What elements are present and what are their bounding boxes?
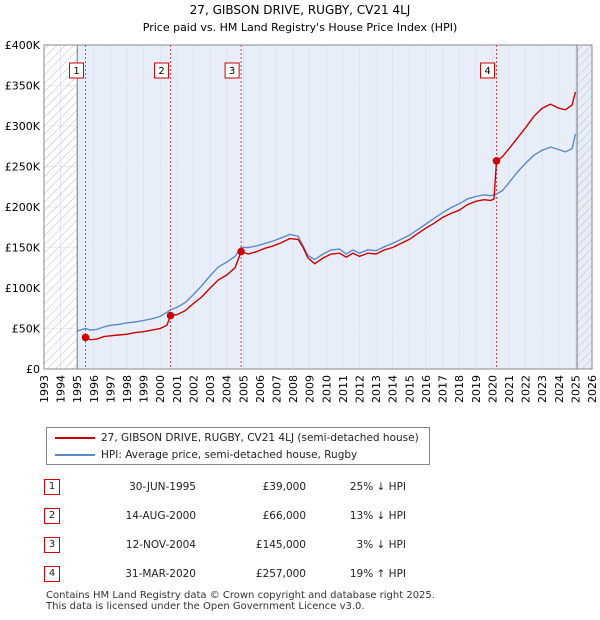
y-tick-label: £250K bbox=[5, 161, 41, 174]
sale-date: 12-NOV-2004 bbox=[125, 538, 196, 551]
y-tick-label: £100K bbox=[5, 282, 41, 295]
x-tick-label: 2002 bbox=[187, 375, 200, 403]
x-tick-label: 2008 bbox=[287, 375, 300, 403]
x-tick-label: 2012 bbox=[354, 375, 367, 403]
sale-marker-label: 1 bbox=[73, 66, 79, 77]
x-tick-label: 2010 bbox=[320, 375, 333, 403]
x-tick-label: 2023 bbox=[536, 375, 549, 403]
x-tick-label: 2000 bbox=[154, 375, 167, 403]
x-tick-label: 2020 bbox=[486, 375, 499, 403]
x-tick-label: 2014 bbox=[387, 375, 400, 403]
hatched-region-before bbox=[44, 45, 78, 369]
price-chart: 27, GIBSON DRIVE, RUGBY, CV21 4LJ Price p… bbox=[5, 3, 599, 403]
sale-marker-box bbox=[69, 62, 85, 79]
x-tick-label: 2009 bbox=[304, 375, 317, 403]
x-tick-label: 2021 bbox=[503, 375, 516, 403]
sale-marker-box bbox=[480, 62, 496, 79]
x-tick-label: 2006 bbox=[254, 375, 267, 403]
sale-date: 14-AUG-2000 bbox=[125, 509, 196, 522]
hpi-series-line bbox=[77, 133, 577, 332]
x-tick-label: 2019 bbox=[470, 375, 483, 403]
y-tick-label: £400K bbox=[5, 39, 41, 52]
table-row: 3 12-NOV-2004 £145,000 3% ↓ HPI bbox=[44, 530, 406, 559]
sale-marker-label: 3 bbox=[229, 66, 235, 77]
x-tick-label: 1996 bbox=[88, 375, 101, 403]
sale-marker-box bbox=[154, 62, 170, 79]
x-tick-label: 2022 bbox=[520, 375, 533, 403]
x-tick-label: 1995 bbox=[71, 375, 84, 403]
sale-hpi-diff: 3% ↓ HPI bbox=[356, 538, 406, 551]
sale-price: £39,000 bbox=[262, 480, 306, 493]
sale-price: £145,000 bbox=[255, 538, 306, 551]
legend-swatch-property bbox=[55, 437, 95, 439]
chart-legend: 27, GIBSON DRIVE, RUGBY, CV21 4LJ (semi-… bbox=[46, 427, 430, 465]
sale-price: £257,000 bbox=[255, 567, 306, 580]
x-tick-label: 2015 bbox=[403, 375, 416, 403]
x-tick-label: 1994 bbox=[55, 375, 68, 403]
y-tick-label: £350K bbox=[5, 80, 41, 93]
sale-date: 31-MAR-2020 bbox=[125, 567, 196, 580]
sale-point bbox=[81, 333, 90, 342]
legend-item-property: 27, GIBSON DRIVE, RUGBY, CV21 4LJ (semi-… bbox=[55, 430, 419, 446]
table-row: 2 14-AUG-2000 £66,000 13% ↓ HPI bbox=[44, 501, 406, 530]
sale-marker-label: 4 bbox=[484, 66, 490, 77]
x-tick-label: 2026 bbox=[586, 375, 599, 403]
legend-swatch-hpi bbox=[55, 454, 95, 456]
sale-hpi-diff: 19% ↑ HPI bbox=[349, 567, 406, 580]
x-tick-label: 2025 bbox=[569, 375, 582, 403]
sale-hpi-diff: 13% ↓ HPI bbox=[349, 509, 406, 522]
x-tick-label: 1998 bbox=[121, 375, 134, 403]
table-row: 1 30-JUN-1995 £39,000 25% ↓ HPI bbox=[44, 472, 406, 501]
legend-label-hpi: HPI: Average price, semi-detached house,… bbox=[101, 449, 358, 461]
property-series-line bbox=[82, 91, 577, 341]
x-tick-label: 1997 bbox=[104, 375, 117, 403]
legend-item-hpi: HPI: Average price, semi-detached house,… bbox=[55, 447, 357, 463]
hatched-region-after bbox=[577, 45, 592, 369]
plot-border bbox=[43, 44, 593, 370]
sale-marker-label: 2 bbox=[158, 66, 164, 77]
sale-hpi-diff: 25% ↓ HPI bbox=[349, 480, 406, 493]
sale-point bbox=[492, 157, 501, 165]
sale-date: 30-JUN-1995 bbox=[129, 480, 196, 493]
x-tick-label: 2013 bbox=[370, 375, 383, 403]
x-tick-label: 2016 bbox=[420, 375, 433, 403]
table-row: 4 31-MAR-2020 £257,000 19% ↑ HPI bbox=[44, 559, 406, 588]
attribution-line-2: This data is licensed under the Open Gov… bbox=[46, 601, 365, 612]
y-tick-label: £200K bbox=[5, 201, 41, 214]
sale-point bbox=[237, 247, 245, 256]
sale-price: £66,000 bbox=[262, 509, 306, 522]
sale-marker-badge: 1 bbox=[44, 478, 60, 495]
chart-title: 27, GIBSON DRIVE, RUGBY, CV21 4LJ bbox=[190, 3, 411, 17]
attribution-footer: Contains HM Land Registry data © Crown c… bbox=[46, 590, 435, 612]
x-tick-label: 1999 bbox=[138, 375, 151, 403]
x-tick-label: 2007 bbox=[270, 375, 283, 403]
x-tick-label: 2003 bbox=[204, 375, 217, 403]
sale-marker-box bbox=[224, 62, 240, 79]
legend-label-property: 27, GIBSON DRIVE, RUGBY, CV21 4LJ (semi-… bbox=[101, 432, 419, 444]
sale-marker-badge: 4 bbox=[44, 565, 60, 582]
x-tick-label: 2018 bbox=[453, 375, 466, 403]
x-tick-label: 1993 bbox=[38, 375, 51, 403]
x-tick-label: 2024 bbox=[553, 375, 566, 403]
y-tick-label: £0 bbox=[26, 363, 40, 376]
y-tick-label: £50K bbox=[12, 323, 41, 336]
x-tick-label: 2004 bbox=[221, 375, 234, 403]
x-tick-label: 2001 bbox=[171, 375, 184, 403]
chart-subtitle: Price paid vs. HM Land Registry's House … bbox=[143, 21, 458, 34]
sale-marker-badge: 3 bbox=[44, 536, 60, 553]
attribution-line-1: Contains HM Land Registry data © Crown c… bbox=[46, 590, 435, 601]
y-tick-label: £300K bbox=[5, 120, 41, 133]
sale-marker-badge: 2 bbox=[44, 507, 60, 524]
sales-table: 1 30-JUN-1995 £39,000 25% ↓ HPI 2 14-AUG… bbox=[44, 472, 406, 588]
x-tick-label: 2011 bbox=[337, 375, 350, 403]
x-tick-label: 2005 bbox=[237, 375, 250, 403]
sale-point bbox=[166, 311, 175, 320]
x-tick-label: 2017 bbox=[437, 375, 450, 403]
y-tick-label: £150K bbox=[5, 242, 41, 255]
